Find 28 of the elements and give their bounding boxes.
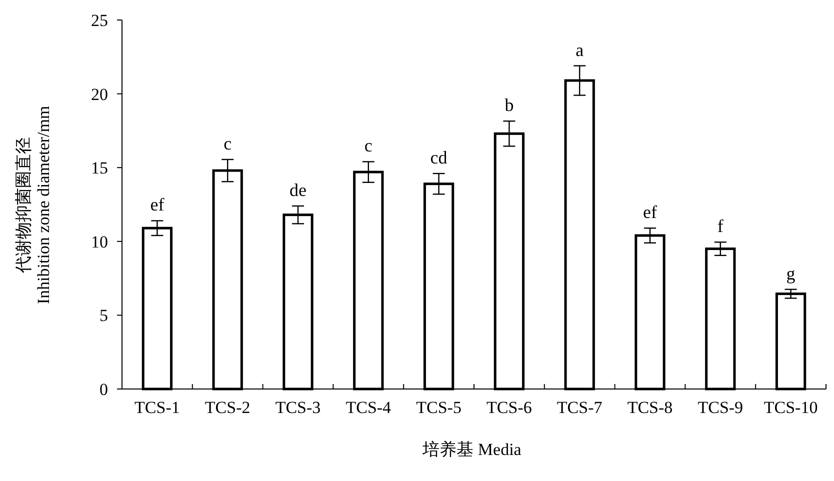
y-tick-label: 5 [100, 306, 108, 326]
x-tick-label: TCS-4 [346, 398, 392, 417]
x-tick-label: TCS-5 [416, 398, 462, 417]
x-tick-label: TCS-7 [556, 398, 603, 417]
x-tick-label: TCS-2 [204, 398, 250, 417]
annotation: c [224, 133, 232, 154]
y-tick-label: 10 [91, 232, 108, 252]
annotation: g [786, 263, 796, 284]
x-tick-label: TCS-10 [764, 398, 818, 417]
x-tick-label: TCS-9 [698, 398, 744, 417]
annotation: c [364, 136, 372, 156]
y-tick-label: 0 [100, 380, 108, 399]
y-tick-label: 15 [91, 158, 108, 178]
annotation: ef [150, 194, 164, 215]
y-axis-title: 代谢物抑菌圈直径 Inhibition zone diameter/mm [14, 106, 53, 304]
y-tick-label: 25 [91, 11, 108, 30]
annotation: cd [430, 148, 448, 168]
x-tick-label: TCS-6 [486, 398, 532, 417]
x-axis-title: 培养基 Media [422, 440, 522, 459]
annotation: a [576, 40, 584, 60]
x-tick-label: TCS-3 [275, 398, 321, 417]
annotation: de [290, 180, 306, 200]
x-tick-label: TCS-1 [134, 398, 180, 417]
annotation: ef [643, 202, 657, 222]
x-tick-label: TCS-8 [627, 398, 673, 417]
y-tick-label: 20 [91, 84, 108, 104]
annotation: b [504, 95, 514, 116]
annotation: f [717, 216, 724, 236]
